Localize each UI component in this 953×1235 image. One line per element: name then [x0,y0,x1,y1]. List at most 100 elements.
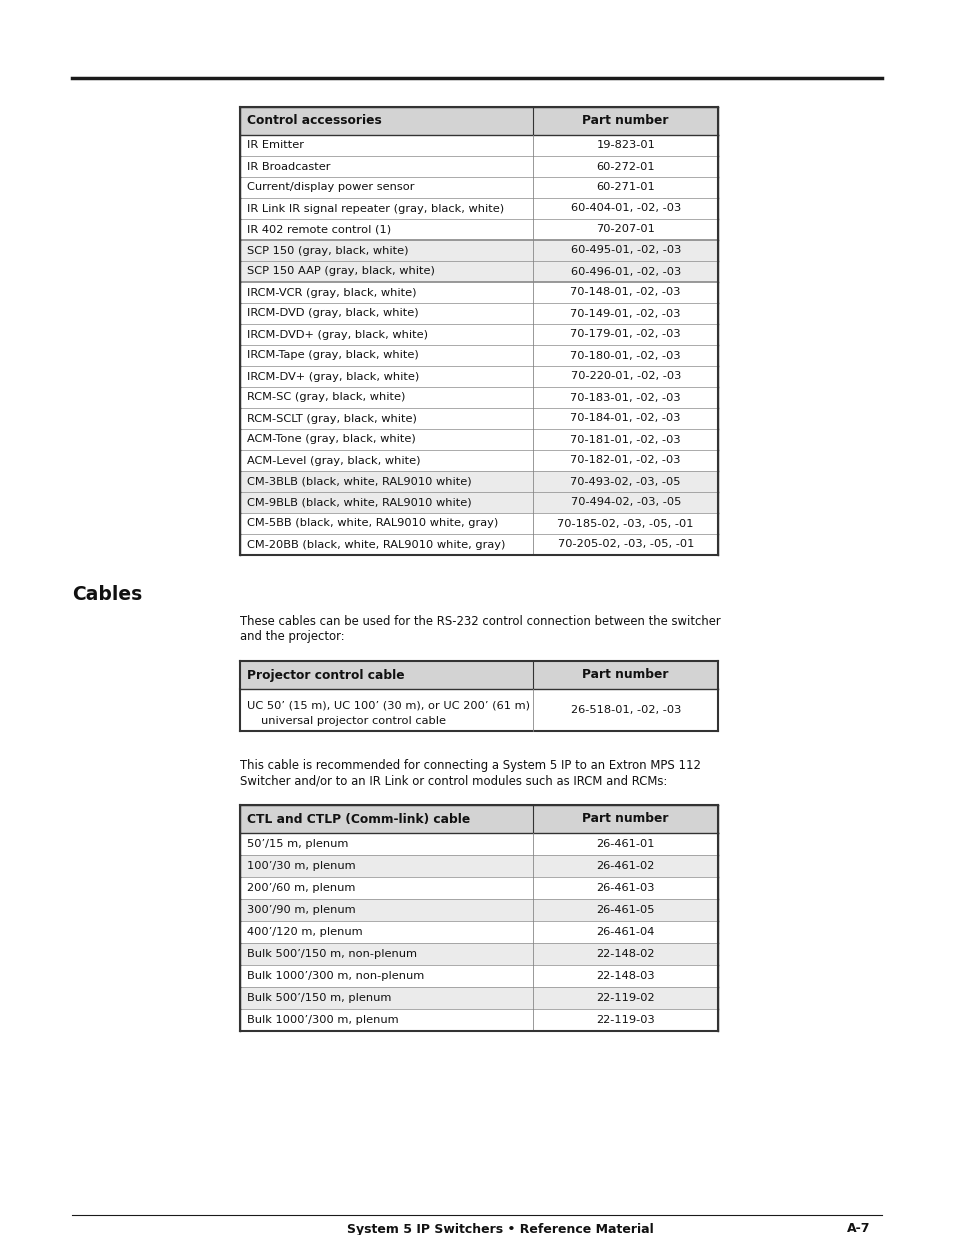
Text: Switcher and/or to an IR Link or control modules such as IRCM and RCMs:: Switcher and/or to an IR Link or control… [240,774,667,787]
Text: 22-148-02: 22-148-02 [596,948,655,960]
Text: 60-496-01, -02, -03: 60-496-01, -02, -03 [570,267,680,277]
Bar [240,303,718,324]
Bar [240,471,718,492]
Text: CM-9BLB (black, white, RAL9010 white): CM-9BLB (black, white, RAL9010 white) [247,498,471,508]
Bar [240,832,718,855]
Text: 70-179-01, -02, -03: 70-179-01, -02, -03 [570,330,680,340]
Text: universal projector control cable: universal projector control cable [261,716,446,726]
Bar [240,1009,718,1031]
Text: Projector control cable: Projector control cable [247,668,404,682]
Bar [240,944,718,965]
Text: 22-148-03: 22-148-03 [596,971,655,981]
Text: 70-149-01, -02, -03: 70-149-01, -02, -03 [570,309,680,319]
Text: ACM-Tone (gray, black, white): ACM-Tone (gray, black, white) [247,435,416,445]
Bar [240,492,718,513]
Bar [240,965,718,987]
Bar [240,366,718,387]
Text: IR Link IR signal repeater (gray, black, white): IR Link IR signal repeater (gray, black,… [247,204,503,214]
Text: 70-148-01, -02, -03: 70-148-01, -02, -03 [570,288,680,298]
Bar [240,177,718,198]
Text: 70-207-01: 70-207-01 [596,225,655,235]
Text: RCM-SC (gray, black, white): RCM-SC (gray, black, white) [247,393,405,403]
Text: SCP 150 AAP (gray, black, white): SCP 150 AAP (gray, black, white) [247,267,435,277]
Bar [240,661,718,689]
Text: 26-461-04: 26-461-04 [596,927,655,937]
Text: 70-220-01, -02, -03: 70-220-01, -02, -03 [570,372,680,382]
Bar [240,921,718,944]
Text: A-7: A-7 [845,1223,869,1235]
Bar [240,899,718,921]
Text: SCP 150 (gray, black, white): SCP 150 (gray, black, white) [247,246,408,256]
Text: 200’/60 m, plenum: 200’/60 m, plenum [247,883,355,893]
Text: Control accessories: Control accessories [247,115,381,127]
Text: System 5 IP Switchers • Reference Material: System 5 IP Switchers • Reference Materi… [346,1223,653,1235]
Text: 60-495-01, -02, -03: 60-495-01, -02, -03 [570,246,680,256]
Text: CTL and CTLP (Comm-link) cable: CTL and CTLP (Comm-link) cable [247,813,470,825]
Text: 70-181-01, -02, -03: 70-181-01, -02, -03 [570,435,680,445]
Text: and the projector:: and the projector: [240,630,344,643]
Text: Bulk 1000’/300 m, non-plenum: Bulk 1000’/300 m, non-plenum [247,971,424,981]
Text: CM-5BB (black, white, RAL9010 white, gray): CM-5BB (black, white, RAL9010 white, gra… [247,519,497,529]
Bar [240,198,718,219]
Text: 300’/90 m, plenum: 300’/90 m, plenum [247,905,355,915]
Text: CM-3BLB (black, white, RAL9010 white): CM-3BLB (black, white, RAL9010 white) [247,477,471,487]
Text: Cables: Cables [71,585,142,604]
Text: 70-180-01, -02, -03: 70-180-01, -02, -03 [570,351,680,361]
Bar [240,107,718,135]
Bar [240,408,718,429]
Bar [240,240,718,261]
Bar [240,855,718,877]
Bar [240,805,718,832]
Text: Bulk 500’/150 m, non-plenum: Bulk 500’/150 m, non-plenum [247,948,416,960]
Text: IRCM-Tape (gray, black, white): IRCM-Tape (gray, black, white) [247,351,418,361]
Text: 100’/30 m, plenum: 100’/30 m, plenum [247,861,355,871]
Text: ACM-Level (gray, black, white): ACM-Level (gray, black, white) [247,456,420,466]
Text: 19-823-01: 19-823-01 [596,141,655,151]
Text: Part number: Part number [582,813,668,825]
Bar [240,345,718,366]
Bar [240,387,718,408]
Text: RCM-SCLT (gray, black, white): RCM-SCLT (gray, black, white) [247,414,416,424]
Text: 400’/120 m, plenum: 400’/120 m, plenum [247,927,362,937]
Text: Bulk 1000’/300 m, plenum: Bulk 1000’/300 m, plenum [247,1015,398,1025]
Text: IRCM-VCR (gray, black, white): IRCM-VCR (gray, black, white) [247,288,416,298]
Text: 26-461-02: 26-461-02 [596,861,655,871]
Bar [240,513,718,534]
Bar [240,534,718,555]
Text: 60-404-01, -02, -03: 60-404-01, -02, -03 [570,204,680,214]
Bar [240,324,718,345]
Bar [240,156,718,177]
Bar [240,429,718,450]
Text: Current/display power sensor: Current/display power sensor [247,183,414,193]
Text: UC 50’ (15 m), UC 100’ (30 m), or UC 200’ (61 m): UC 50’ (15 m), UC 100’ (30 m), or UC 200… [247,701,530,711]
Text: CM-20BB (black, white, RAL9010 white, gray): CM-20BB (black, white, RAL9010 white, gr… [247,540,505,550]
Text: IR 402 remote control (1): IR 402 remote control (1) [247,225,391,235]
Text: 26-461-05: 26-461-05 [596,905,655,915]
Bar [240,450,718,471]
Text: 70-183-01, -02, -03: 70-183-01, -02, -03 [570,393,680,403]
Text: 60-271-01: 60-271-01 [596,183,655,193]
Text: 70-494-02, -03, -05: 70-494-02, -03, -05 [570,498,680,508]
Bar [240,219,718,240]
Bar [240,689,718,731]
Text: 60-272-01: 60-272-01 [596,162,655,172]
Text: Bulk 500’/150 m, plenum: Bulk 500’/150 m, plenum [247,993,391,1003]
Text: This cable is recommended for connecting a System 5 IP to an Extron MPS 112: This cable is recommended for connecting… [240,760,700,772]
Text: These cables can be used for the RS-232 control connection between the switcher: These cables can be used for the RS-232 … [240,615,720,629]
Text: 26-461-01: 26-461-01 [596,839,655,848]
Text: 26-461-03: 26-461-03 [596,883,655,893]
Text: Part number: Part number [582,668,668,682]
Text: IR Broadcaster: IR Broadcaster [247,162,330,172]
Bar [240,261,718,282]
Text: Part number: Part number [582,115,668,127]
Text: 22-119-02: 22-119-02 [596,993,655,1003]
Text: 70-185-02, -03, -05, -01: 70-185-02, -03, -05, -01 [557,519,693,529]
Text: 70-205-02, -03, -05, -01: 70-205-02, -03, -05, -01 [557,540,693,550]
Text: IRCM-DV+ (gray, black, white): IRCM-DV+ (gray, black, white) [247,372,418,382]
Bar [240,987,718,1009]
Text: IRCM-DVD+ (gray, black, white): IRCM-DVD+ (gray, black, white) [247,330,428,340]
Text: IR Emitter: IR Emitter [247,141,304,151]
Text: 26-518-01, -02, -03: 26-518-01, -02, -03 [570,705,680,715]
Text: 70-182-01, -02, -03: 70-182-01, -02, -03 [570,456,680,466]
Text: IRCM-DVD (gray, black, white): IRCM-DVD (gray, black, white) [247,309,418,319]
